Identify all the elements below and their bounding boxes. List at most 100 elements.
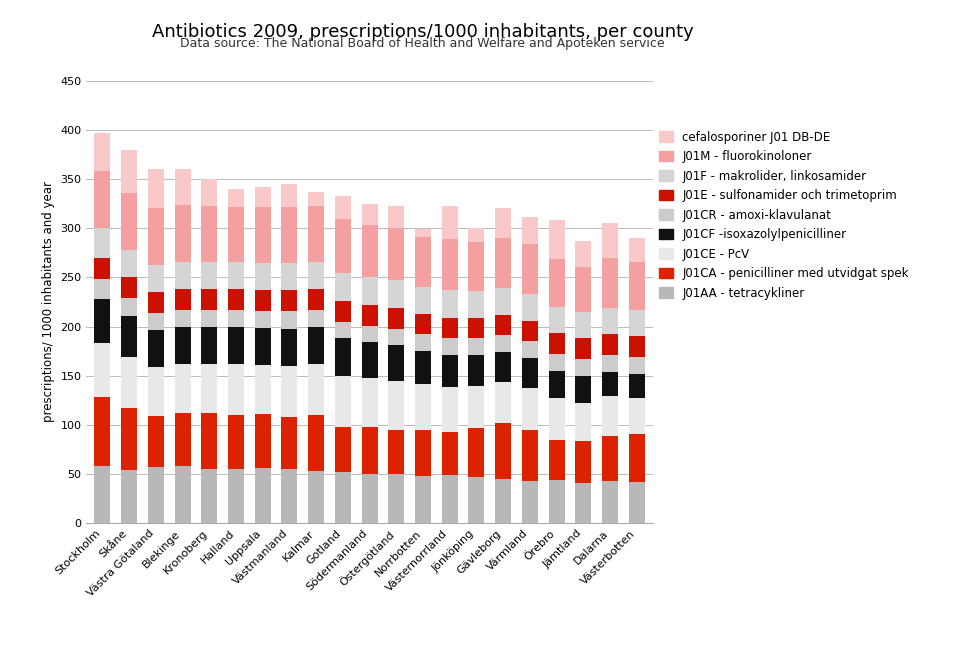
Bar [548, 480, 564, 523]
Bar [629, 336, 645, 357]
Bar [362, 225, 377, 277]
Bar [602, 334, 618, 355]
Bar [495, 288, 512, 315]
Bar [415, 229, 431, 237]
Bar [228, 289, 244, 310]
Bar [362, 474, 377, 523]
Bar [121, 150, 137, 193]
Bar [175, 262, 191, 289]
Bar [148, 264, 164, 292]
Bar [495, 382, 512, 423]
Bar [202, 364, 217, 413]
Bar [281, 329, 298, 366]
Bar [281, 469, 298, 523]
Bar [175, 466, 191, 523]
Bar [415, 351, 431, 384]
Bar [415, 430, 431, 476]
Bar [548, 399, 564, 440]
Bar [202, 179, 217, 205]
Bar [575, 241, 591, 266]
Bar [388, 346, 404, 380]
Bar [522, 430, 538, 481]
Bar [468, 355, 485, 386]
Bar [442, 355, 458, 386]
Bar [94, 133, 110, 171]
Bar [495, 336, 512, 352]
Bar [94, 171, 110, 228]
Bar [468, 386, 485, 428]
Bar [442, 239, 458, 290]
Bar [442, 317, 458, 338]
Bar [468, 317, 485, 338]
Bar [602, 223, 618, 258]
Bar [602, 435, 618, 481]
Bar [228, 189, 244, 207]
Bar [175, 364, 191, 413]
Bar [495, 209, 512, 238]
Bar [308, 192, 324, 207]
Bar [468, 291, 485, 317]
Bar [629, 357, 645, 374]
Bar [121, 470, 137, 523]
Bar [629, 262, 645, 310]
Bar [388, 207, 404, 228]
Bar [175, 289, 191, 310]
Bar [202, 469, 217, 523]
Bar [335, 427, 351, 472]
Bar [495, 238, 512, 288]
Bar [175, 205, 191, 262]
Bar [94, 228, 110, 258]
Text: Data source: The National Board of Health and Welfare and Apoteken service: Data source: The National Board of Healt… [180, 37, 664, 50]
Bar [388, 228, 404, 280]
Bar [202, 327, 217, 364]
Bar [495, 352, 512, 382]
Bar [335, 219, 351, 273]
Bar [175, 169, 191, 205]
Bar [335, 301, 351, 321]
Bar [308, 327, 324, 364]
Bar [202, 310, 217, 327]
Text: Antibiotics 2009, prescriptions/1000 inhabitants, per county: Antibiotics 2009, prescriptions/1000 inh… [152, 23, 693, 42]
Bar [575, 359, 591, 376]
Bar [148, 416, 164, 467]
Bar [362, 203, 377, 225]
Bar [281, 262, 298, 290]
Legend: cefalosporiner J01 DB-DE, J01M - fluorokinoloner, J01F - makrolider, linkosamide: cefalosporiner J01 DB-DE, J01M - fluorok… [659, 131, 909, 300]
Bar [308, 471, 324, 523]
Bar [548, 440, 564, 480]
Bar [629, 399, 645, 434]
Bar [362, 342, 377, 378]
Bar [629, 374, 645, 399]
Bar [602, 355, 618, 372]
Bar [388, 308, 404, 329]
Bar [148, 329, 164, 367]
Bar [175, 310, 191, 327]
Bar [522, 321, 538, 342]
Bar [415, 384, 431, 430]
Bar [495, 315, 512, 336]
Bar [468, 428, 485, 477]
Bar [575, 312, 591, 338]
Bar [629, 434, 645, 482]
Bar [254, 207, 271, 262]
Bar [228, 364, 244, 415]
Bar [522, 358, 538, 388]
Bar [522, 481, 538, 523]
Bar [362, 378, 377, 427]
Bar [281, 417, 298, 469]
Bar [602, 397, 618, 435]
Bar [629, 482, 645, 523]
Bar [228, 207, 244, 262]
Bar [522, 342, 538, 358]
Bar [202, 413, 217, 469]
Bar [148, 209, 164, 264]
Bar [308, 262, 324, 289]
Bar [228, 262, 244, 289]
Bar [388, 430, 404, 474]
Bar [148, 313, 164, 329]
Bar [254, 327, 271, 365]
Bar [281, 366, 298, 417]
Bar [121, 357, 137, 408]
Bar [575, 483, 591, 523]
Bar [388, 329, 404, 346]
